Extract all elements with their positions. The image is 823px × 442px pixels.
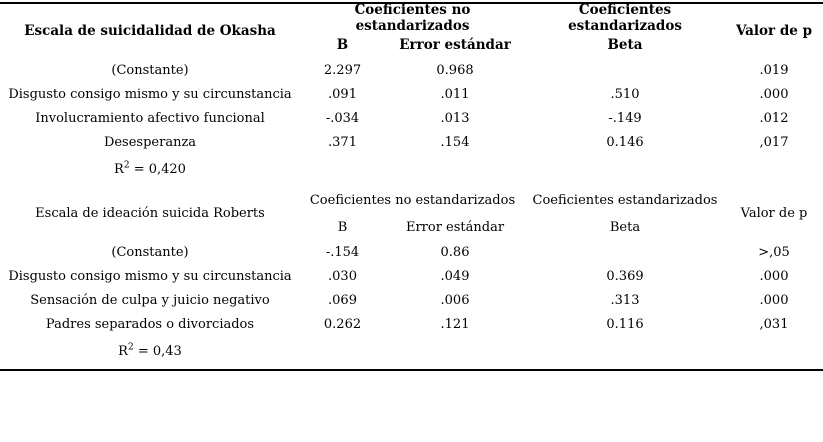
row-label: Disgusto consigo mismo y su circunstanci…: [8, 86, 292, 102]
row-label: Disgusto consigo mismo y su circunstanci…: [8, 268, 292, 284]
r-squared-row: R2 = 0,420: [0, 154, 823, 184]
column-header-p-value: Valor de p: [740, 205, 808, 221]
cell-b: .030: [328, 268, 357, 284]
cell-p-value: .000: [759, 268, 789, 284]
column-group-unstandardized: Coeficientes no estandarizados: [309, 192, 516, 208]
r-squared-exponent: 2: [123, 160, 130, 171]
cell-b: -.034: [325, 110, 360, 126]
section-roberts: Escala de ideación suicida Roberts Coefi…: [0, 186, 823, 366]
r-squared-result: = 0,420: [129, 161, 186, 177]
row-label: Sensación de culpa y juicio negativo: [30, 292, 270, 308]
cell-std-error: 0.86: [440, 244, 470, 260]
cell-std-error: .154: [440, 134, 470, 150]
cell-b: 2.297: [323, 62, 362, 78]
cell-std-error: 0.968: [436, 62, 474, 78]
column-header-std-error: Error estándar: [399, 37, 511, 53]
cell-beta: 0.146: [606, 134, 644, 150]
cell-beta: .510: [610, 86, 640, 102]
column-header-b: B: [337, 219, 348, 235]
r-squared-symbol: R: [114, 161, 124, 177]
section-title: Escala de suicidalidad de Okasha: [24, 23, 276, 39]
cell-beta: -.149: [608, 110, 642, 126]
table-row: Involucramiento afectivo funcional -.034…: [0, 106, 823, 130]
cell-std-error: .121: [440, 316, 470, 332]
column-header-beta: Beta: [609, 219, 641, 235]
table-row: Desesperanza .371 .154 0.146 ,017: [0, 130, 823, 154]
cell-p-value: >,05: [758, 244, 790, 260]
r-squared-exponent: 2: [127, 342, 134, 353]
column-header-b: B: [336, 37, 349, 53]
row-label: Involucramiento afectivo funcional: [35, 110, 265, 126]
table-row: Disgusto consigo mismo y su circunstanci…: [0, 264, 823, 288]
column-group-standardized: Coeficientes estandarizados: [532, 192, 718, 208]
column-header-beta: Beta: [607, 37, 643, 53]
cell-std-error: .049: [440, 268, 470, 284]
cell-b: -.154: [325, 244, 360, 260]
table-row: Padres separados o divorciados 0.262 .12…: [0, 312, 823, 336]
section-okasha-header: Escala de suicidalidad de Okasha Coefici…: [0, 2, 823, 58]
row-label: Padres separados o divorciados: [45, 316, 255, 332]
cell-p-value: .000: [759, 292, 789, 308]
table-row: Disgusto consigo mismo y su circunstanci…: [0, 82, 823, 106]
row-label: Desesperanza: [103, 134, 197, 150]
r-squared-value: R2 = 0,43: [0, 342, 300, 359]
cell-p-value: ,017: [759, 134, 789, 150]
table-row: Sensación de culpa y juicio negativo .06…: [0, 288, 823, 312]
cell-b: 0.262: [323, 316, 362, 332]
cell-b: .371: [328, 134, 357, 150]
r-squared-row: R2 = 0,43: [0, 336, 823, 366]
column-group-standardized: Coeficientes estandarizados: [568, 2, 682, 34]
table-row: (Constante) -.154 0.86 >,05: [0, 240, 823, 264]
top-rule: [0, 2, 823, 4]
cell-beta: 0.369: [606, 268, 644, 284]
section-title: Escala de ideación suicida Roberts: [35, 205, 265, 221]
cell-p-value: .012: [759, 110, 789, 126]
r-squared-result: = 0,43: [133, 343, 182, 359]
bottom-rule: [0, 369, 823, 371]
cell-std-error: .011: [440, 86, 470, 102]
cell-b: .091: [328, 86, 357, 102]
cell-beta: 0.116: [606, 316, 644, 332]
cell-p-value: ,031: [759, 316, 789, 332]
table-row: (Constante) 2.297 0.968 .019: [0, 58, 823, 82]
row-label: (Constante): [111, 62, 189, 78]
cell-p-value: .000: [759, 86, 789, 102]
cell-p-value: .019: [759, 62, 789, 78]
cell-std-error: .006: [440, 292, 470, 308]
column-header-p-value: Valor de p: [735, 23, 813, 39]
column-group-unstandardized: Coeficientes no estandarizados: [354, 2, 471, 34]
cell-b: .069: [328, 292, 357, 308]
r-squared-symbol: R: [118, 343, 128, 359]
column-header-std-error: Error estándar: [405, 219, 505, 235]
section-okasha: Escala de suicidalidad de Okasha Coefici…: [0, 2, 823, 184]
section-roberts-header: Escala de ideación suicida Roberts Coefi…: [0, 186, 823, 240]
r-squared-value: R2 = 0,420: [0, 160, 300, 177]
cell-std-error: .013: [440, 110, 470, 126]
cell-beta: .313: [610, 292, 640, 308]
row-label: (Constante): [111, 244, 189, 260]
